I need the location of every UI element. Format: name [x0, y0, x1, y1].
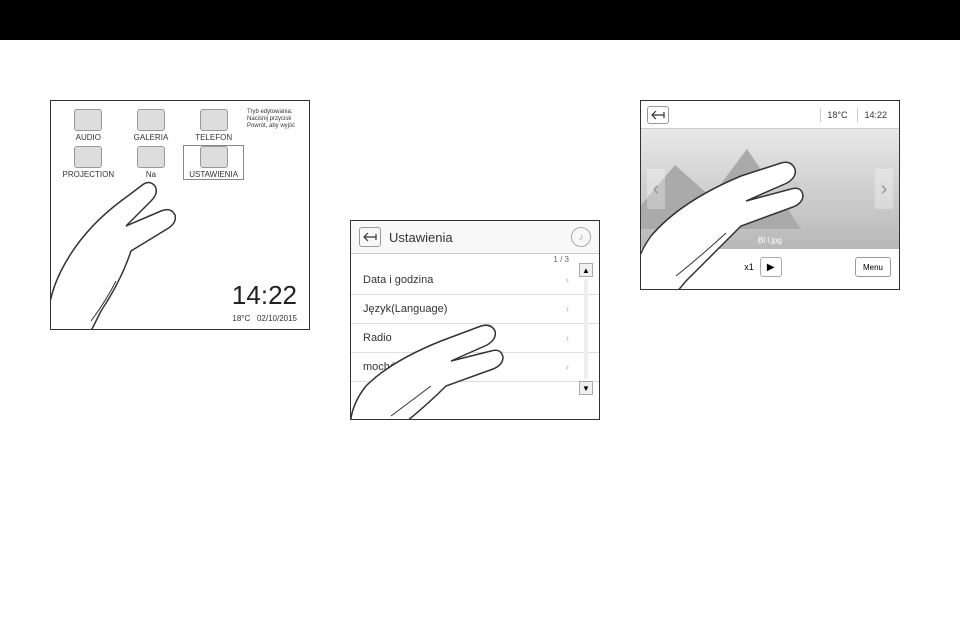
hand-gesture-1: [50, 171, 231, 330]
home-label: AUDIO: [76, 133, 101, 142]
home-item-settings[interactable]: USTAWIENIA: [184, 146, 243, 179]
gallery-icon: [137, 109, 165, 131]
viewer-footer: ↻ x1 ▶ Menu: [641, 249, 899, 285]
prev-button[interactable]: ‹: [647, 169, 665, 209]
settings-panel: Ustawienia ♪ 1 / 3 Data i godzina › Języ…: [350, 220, 600, 420]
home-screen-panel: AUDIO GALERIA TELEFON PROJECTION Na USTA…: [50, 100, 310, 330]
scroll-down-button[interactable]: ▼: [579, 381, 593, 395]
list-label: Data i godzina: [363, 274, 433, 286]
scroll-track[interactable]: [584, 279, 588, 379]
temp-display: 18°C: [820, 108, 853, 122]
list-item[interactable]: mochód ›: [351, 353, 599, 382]
status-bar: 18°C 14:22: [820, 108, 893, 122]
list-label: Radio: [363, 332, 392, 344]
image-caption: Bl l.jpg: [758, 236, 782, 245]
projection-icon: [74, 146, 102, 168]
list-item[interactable]: Radio ›: [351, 324, 599, 353]
top-bar: [0, 0, 960, 40]
home-label: USTAWIENIA: [189, 170, 238, 179]
image-viewer-panel: 18°C 14:22 ‹ › Bl l.jpg ↻ x1 ▶ Menu: [640, 100, 900, 290]
music-icon[interactable]: ♪: [571, 227, 591, 247]
audio-icon: [74, 109, 102, 131]
time-display: 14:22: [857, 108, 893, 122]
home-label: Na: [146, 170, 156, 179]
list-item[interactable]: Język(Language) ›: [351, 295, 599, 324]
play-button[interactable]: ▶: [760, 257, 782, 277]
scrollbar: ▲ ▼: [579, 263, 593, 395]
clock-date: 18°C 02/10/2015: [232, 314, 297, 323]
back-button[interactable]: [359, 227, 381, 247]
loading-bar: [740, 182, 800, 196]
zoom-level: x1: [744, 262, 754, 272]
next-button[interactable]: ›: [875, 169, 893, 209]
settings-title: Ustawienia: [389, 230, 453, 245]
chevron-right-icon: ›: [566, 333, 569, 344]
home-label: GALERIA: [134, 133, 169, 142]
list-label: mochód: [363, 361, 402, 373]
home-item-gallery[interactable]: GALERIA: [122, 109, 181, 142]
chevron-right-icon: ›: [566, 304, 569, 315]
nav-icon: [137, 146, 165, 168]
list-label: Język(Language): [363, 303, 447, 315]
edit-mode-text: Tryb edytowania: Naciśnij przycisk Powró…: [247, 109, 303, 131]
settings-header: Ustawienia: [351, 221, 599, 254]
page-indicator: 1 / 3: [553, 255, 569, 264]
clock-time: 14:22: [232, 280, 297, 311]
panels-container: AUDIO GALERIA TELEFON PROJECTION Na USTA…: [0, 40, 960, 480]
chevron-right-icon: ›: [566, 362, 569, 373]
settings-icon: [200, 146, 228, 168]
scroll-up-button[interactable]: ▲: [579, 263, 593, 277]
home-item-nav[interactable]: Na: [122, 146, 181, 179]
home-item-audio[interactable]: AUDIO: [59, 109, 118, 142]
home-item-phone[interactable]: TELEFON: [184, 109, 243, 142]
list-item[interactable]: Data i godzina ›: [351, 266, 599, 295]
home-label: TELEFON: [195, 133, 232, 142]
viewer-header: 18°C 14:22: [641, 101, 899, 129]
menu-button[interactable]: Menu: [855, 257, 891, 277]
image-area[interactable]: ‹ › Bl l.jpg: [641, 129, 899, 249]
home-grid: AUDIO GALERIA TELEFON PROJECTION Na USTA…: [51, 101, 251, 187]
back-button[interactable]: [647, 106, 669, 124]
phone-icon: [200, 109, 228, 131]
home-label: PROJECTION: [63, 170, 115, 179]
chevron-right-icon: ›: [566, 275, 569, 286]
home-item-projection[interactable]: PROJECTION: [59, 146, 118, 179]
settings-list: Data i godzina › Język(Language) › Radio…: [351, 254, 599, 382]
rotate-button[interactable]: ↻: [649, 257, 671, 277]
